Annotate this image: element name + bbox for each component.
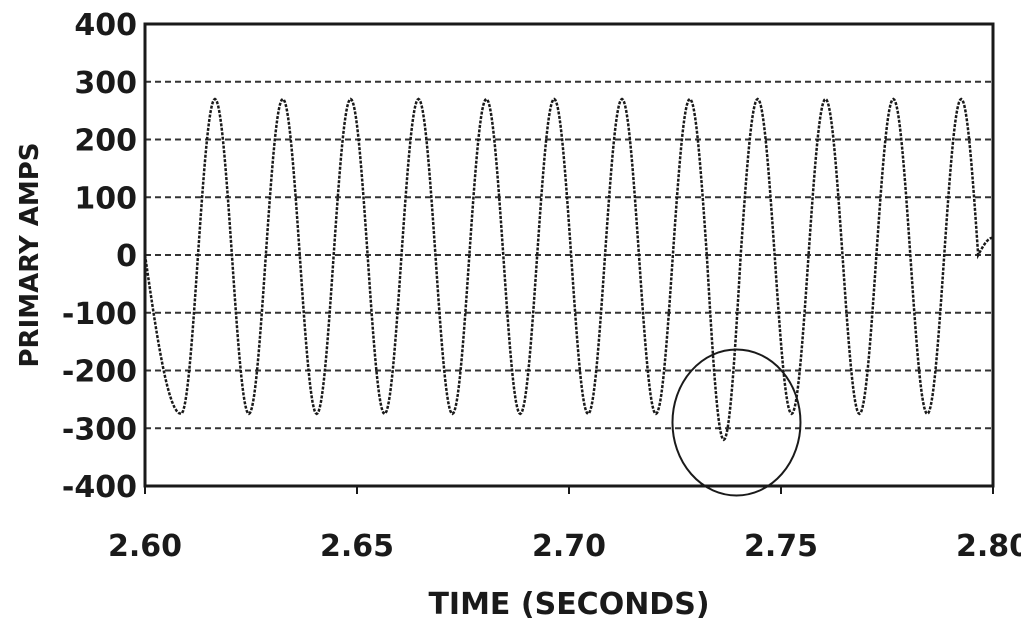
x-tick-label: 2.65: [320, 529, 394, 564]
y-tick-labels: 400 300 200 100 0 -100 -200 -300 -400: [62, 8, 137, 505]
series-layer: [143, 97, 994, 442]
y-tick-label: 0: [116, 239, 137, 274]
x-tick-labels: 2.60 2.65 2.70 2.75 2.80: [108, 486, 1021, 564]
y-axis-title: PRIMARY AMPS: [15, 143, 45, 368]
grid-layer: [145, 80, 993, 430]
x-tick-label: 2.80: [956, 529, 1021, 564]
y-tick-label: -100: [62, 297, 137, 332]
series-line-0: [143, 97, 994, 442]
y-tick-label: -300: [62, 412, 137, 447]
y-tick-label: 400: [74, 8, 137, 43]
y-tick-label: 300: [74, 66, 137, 101]
x-tick-label: 2.70: [532, 529, 606, 564]
y-tick-label: -200: [62, 355, 137, 390]
y-tick-label: -400: [62, 470, 137, 505]
annotation-circle: [671, 348, 802, 497]
x-tick-label: 2.75: [744, 529, 818, 564]
y-tick-label: 100: [74, 181, 137, 216]
x-axis-title: TIME (SECONDS): [428, 587, 709, 622]
x-tick-label: 2.60: [108, 529, 182, 564]
y-tick-label: 200: [74, 124, 137, 159]
annotation-layer: [671, 348, 802, 497]
